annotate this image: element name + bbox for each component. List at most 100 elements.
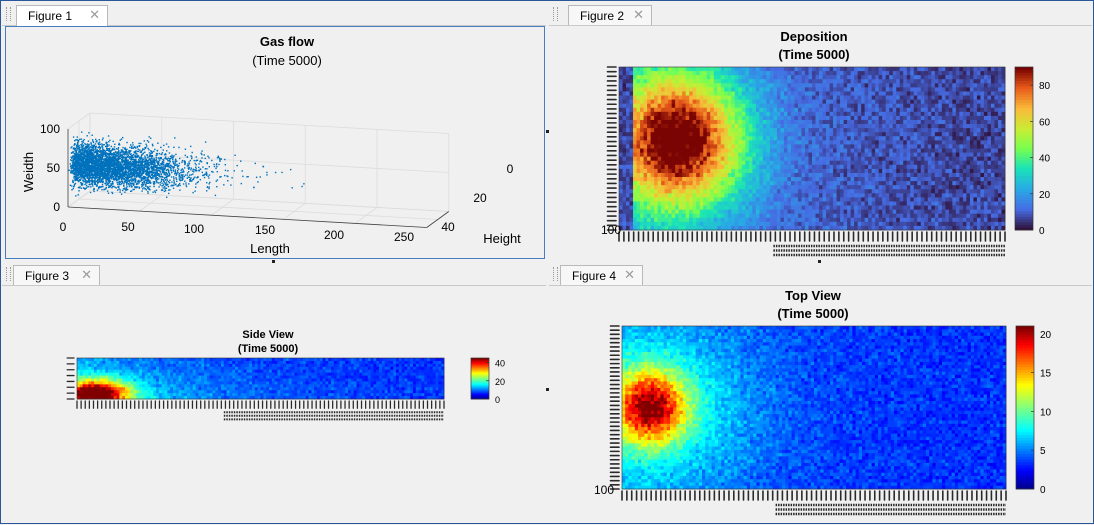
heatmap-cell — [710, 71, 714, 75]
heatmap-cell — [907, 71, 911, 75]
scatter-point — [91, 171, 92, 172]
heatmap-cell — [700, 67, 704, 71]
scatter-point — [102, 153, 103, 154]
heatmap-cell — [952, 87, 956, 91]
heatmap-cell — [619, 87, 623, 91]
heatmap-cell — [808, 91, 812, 95]
grip-icon[interactable] — [553, 7, 558, 21]
heatmap-cell — [851, 87, 855, 91]
heatmap-cell — [693, 83, 697, 87]
heatmap-cell — [903, 75, 907, 79]
scatter-point — [111, 146, 112, 147]
heatmap-cell — [693, 87, 697, 91]
scatter-point — [201, 153, 202, 154]
heatmap-cell — [980, 87, 984, 91]
scatter-point — [110, 171, 111, 172]
scatter-point — [74, 176, 75, 177]
scatter-point — [148, 175, 149, 176]
scatter-point — [75, 148, 76, 149]
heatmap-cell — [759, 71, 763, 75]
heatmap-cell — [826, 83, 830, 87]
scatter-point — [301, 186, 302, 187]
scatter-point — [102, 138, 103, 139]
heatmap-cell — [984, 79, 988, 83]
scatter-point — [105, 156, 106, 157]
scatter-point — [164, 154, 165, 155]
heatmap-cell — [872, 75, 876, 79]
scatter-point — [118, 161, 119, 162]
scatter-point — [89, 173, 90, 174]
scatter-point — [102, 139, 103, 140]
heatmap-cell — [805, 75, 809, 79]
heatmap-cell — [644, 67, 648, 71]
heatmap-cell — [630, 71, 634, 75]
scatter-point — [160, 147, 161, 148]
scatter-point — [163, 171, 164, 172]
scatter-point — [97, 168, 98, 169]
scatter-point — [138, 166, 139, 167]
scatter-point — [111, 187, 112, 188]
scatter-point — [129, 158, 130, 159]
scatter-point — [219, 176, 220, 177]
scatter-point — [127, 152, 128, 153]
scatter-point — [95, 175, 96, 176]
scatter-point — [76, 157, 77, 158]
scatter-point — [111, 150, 112, 151]
scatter-point — [110, 157, 111, 158]
heatmap-cell — [780, 79, 784, 83]
heatmap-cell — [977, 83, 981, 87]
heatmap-cell — [763, 71, 767, 75]
grip-icon[interactable] — [6, 7, 11, 21]
heatmap-cell — [875, 67, 879, 71]
heatmap-cell — [896, 79, 900, 83]
scatter-point — [206, 175, 207, 176]
heatmap-cell — [619, 67, 623, 71]
scatter-point — [147, 193, 148, 194]
heatmap-cell — [707, 75, 711, 79]
scatter-point — [173, 188, 174, 189]
heatmap-cell — [837, 79, 841, 83]
scatter-point — [113, 170, 114, 171]
scatter-point — [141, 167, 142, 168]
heatmap-cell — [875, 91, 879, 95]
scatter-point — [138, 167, 139, 168]
heatmap-cell — [924, 83, 928, 87]
scatter-point — [139, 145, 140, 146]
scatter-point — [149, 175, 150, 176]
heatmap-cell — [882, 67, 886, 71]
heatmap-cell — [647, 87, 651, 91]
heatmap-cell — [833, 75, 837, 79]
scatter-point — [145, 166, 146, 167]
scatter-point — [98, 175, 99, 176]
tab-figure-2[interactable]: Figure 2 ✕ — [568, 5, 652, 25]
heatmap-cell — [780, 71, 784, 75]
scatter-point — [166, 173, 167, 174]
scatter-point — [92, 169, 93, 170]
heatmap-cell — [816, 87, 820, 91]
x-axis-label: Length — [250, 241, 290, 256]
heatmap-cell — [854, 75, 858, 79]
close-icon[interactable]: ✕ — [89, 7, 100, 23]
scatter-point — [113, 141, 114, 142]
heatmap-cell — [633, 87, 637, 91]
scatter-point — [87, 156, 88, 157]
scatter-point — [166, 150, 167, 151]
scatter-point — [78, 190, 79, 191]
scatter-point — [104, 183, 105, 184]
close-icon[interactable]: ✕ — [633, 7, 644, 23]
tab-figure-1[interactable]: Figure 1 ✕ — [16, 5, 108, 26]
scatter-point — [111, 177, 112, 178]
scatter-point — [93, 145, 94, 146]
scatter-point — [135, 169, 136, 170]
scatter-point — [90, 158, 91, 159]
scatter-point — [176, 185, 177, 186]
heatmap-cell — [623, 67, 627, 71]
heatmap-cell — [963, 83, 967, 87]
heatmap-cell — [868, 71, 872, 75]
tab-label: Figure 2 — [580, 9, 624, 23]
heatmap-cell — [763, 79, 767, 83]
scatter-point — [80, 160, 81, 161]
scatter-point — [168, 186, 169, 187]
scatter-point — [124, 153, 125, 154]
